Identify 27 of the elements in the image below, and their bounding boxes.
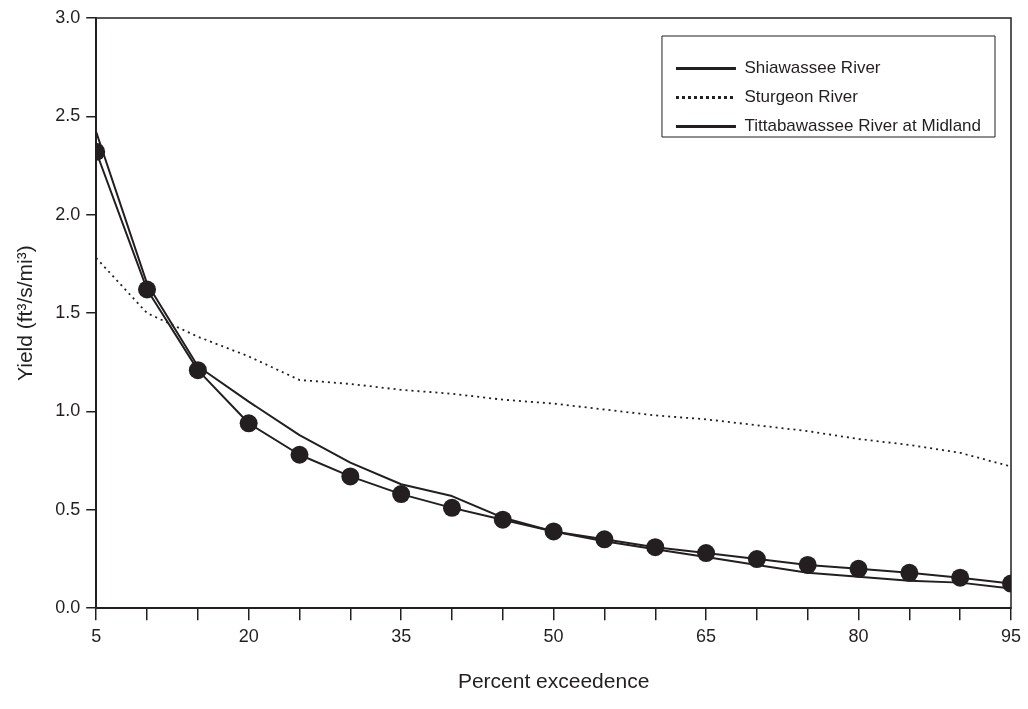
point bbox=[290, 445, 309, 464]
x-tick-label: 95 bbox=[1000, 625, 1022, 646]
x-tick-label: 65 bbox=[696, 625, 717, 646]
y-tick-label: 0.5 bbox=[55, 498, 81, 519]
legend-label: Shiawassee River bbox=[744, 58, 881, 78]
point bbox=[341, 467, 360, 486]
y-tick-label: 1.0 bbox=[55, 400, 81, 421]
point bbox=[239, 414, 258, 433]
point bbox=[849, 559, 868, 578]
point bbox=[392, 485, 411, 504]
x-axis-title: Percent exceedence bbox=[457, 669, 650, 693]
y-tick-label: 3.0 bbox=[55, 6, 81, 27]
legend-label: Tittabawassee River at Midland bbox=[744, 116, 981, 136]
y-tick-label: 2.0 bbox=[55, 203, 81, 224]
y-axis-title: Yield (ft³/s/mi³) bbox=[13, 245, 37, 381]
point bbox=[798, 555, 817, 574]
y-tick-label: 2.5 bbox=[55, 105, 81, 126]
point bbox=[900, 563, 919, 582]
x-tick-label: 80 bbox=[848, 625, 869, 646]
y-tick-label: 1.5 bbox=[55, 302, 81, 323]
x-tick-label: 35 bbox=[391, 625, 412, 646]
x-tick-label: 50 bbox=[543, 625, 564, 646]
x-tick-label: 5 bbox=[91, 625, 102, 646]
legend-label: Sturgeon River bbox=[744, 87, 859, 107]
point bbox=[442, 498, 461, 517]
x-tick-label: 20 bbox=[238, 625, 259, 646]
y-tick-label: 0.0 bbox=[55, 597, 81, 618]
